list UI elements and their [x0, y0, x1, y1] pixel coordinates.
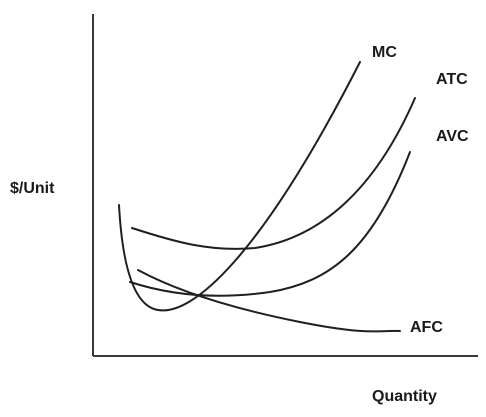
avc-curve [129, 151, 411, 297]
atc-label: ATC [436, 71, 468, 88]
afc-label: AFC [410, 319, 443, 336]
mc-label: MC [372, 44, 397, 61]
mc-curve [118, 61, 361, 312]
x-axis-label: Quantity [372, 388, 437, 405]
atc-curve [131, 97, 416, 250]
afc-curve [137, 269, 401, 333]
y-axis-label: $/Unit [10, 180, 55, 197]
avc-label: AVC [436, 128, 469, 145]
